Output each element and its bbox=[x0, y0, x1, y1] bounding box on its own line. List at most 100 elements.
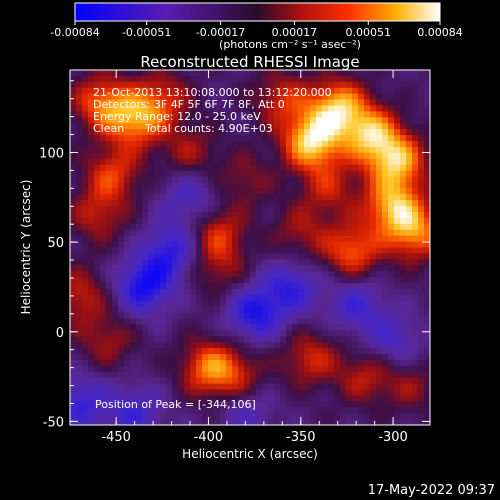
heatmap-cell bbox=[376, 194, 383, 201]
heatmap-cell bbox=[82, 300, 89, 308]
heatmap-cell bbox=[292, 371, 299, 379]
heatmap-cell bbox=[376, 359, 383, 367]
heatmap-cell bbox=[112, 111, 119, 118]
heatmap-cell bbox=[268, 330, 275, 337]
heatmap-cell bbox=[334, 105, 341, 112]
heatmap-cell bbox=[178, 217, 185, 225]
heatmap-cell bbox=[202, 419, 209, 425]
heatmap-cell bbox=[292, 129, 299, 136]
heatmap-cell bbox=[190, 70, 197, 77]
heatmap-cell bbox=[196, 253, 203, 260]
heatmap-cell bbox=[262, 407, 269, 414]
heatmap-cell bbox=[154, 87, 161, 95]
heatmap-cell bbox=[154, 259, 161, 266]
heatmap-cell bbox=[202, 371, 209, 379]
heatmap-cell bbox=[100, 235, 107, 242]
heatmap-cell bbox=[370, 300, 377, 308]
heatmap-cell bbox=[298, 330, 305, 337]
heatmap-cell bbox=[118, 354, 125, 361]
heatmap-cell bbox=[244, 419, 251, 425]
heatmap-cell bbox=[268, 111, 275, 118]
heatmap-cell bbox=[418, 413, 425, 420]
heatmap-cell bbox=[82, 371, 89, 379]
heatmap-cell bbox=[106, 247, 113, 254]
heatmap-cell bbox=[328, 336, 335, 343]
heatmap-cell bbox=[136, 164, 143, 171]
heatmap-cell bbox=[328, 176, 335, 183]
heatmap-cell bbox=[310, 123, 317, 130]
heatmap-cell bbox=[142, 359, 149, 367]
heatmap-cell bbox=[148, 259, 155, 266]
heatmap-cell bbox=[256, 259, 263, 266]
heatmap-cell bbox=[286, 318, 293, 325]
heatmap-cell bbox=[130, 277, 137, 284]
heatmap-cell bbox=[376, 247, 383, 254]
heatmap-cell bbox=[232, 277, 239, 284]
heatmap-cell bbox=[232, 330, 239, 337]
heatmap-cell bbox=[364, 99, 371, 106]
heatmap-cell bbox=[310, 294, 317, 302]
heatmap-cell bbox=[208, 176, 215, 183]
heatmap-cell bbox=[244, 146, 251, 154]
heatmap-cell bbox=[226, 212, 233, 219]
heatmap-cell bbox=[328, 247, 335, 254]
heatmap-cell bbox=[322, 265, 329, 272]
heatmap-cell bbox=[142, 271, 149, 278]
heatmap-cell bbox=[232, 111, 239, 118]
heatmap-cell bbox=[112, 206, 119, 213]
heatmap-cell bbox=[316, 342, 323, 349]
heatmap-cell bbox=[394, 182, 401, 189]
heatmap-cell bbox=[310, 318, 317, 325]
heatmap-cell bbox=[220, 194, 227, 201]
heatmap-cell bbox=[328, 164, 335, 171]
heatmap-cell bbox=[100, 93, 107, 100]
heatmap-cell bbox=[136, 206, 143, 213]
heatmap-cell bbox=[424, 111, 430, 118]
heatmap-cell bbox=[82, 206, 89, 213]
heatmap-cell bbox=[238, 413, 245, 420]
heatmap-cell bbox=[172, 200, 179, 207]
heatmap-cell bbox=[190, 288, 197, 296]
heatmap-cell bbox=[376, 111, 383, 118]
heatmap-cell bbox=[406, 164, 413, 171]
heatmap-cell bbox=[286, 87, 293, 95]
heatmap-cell bbox=[370, 265, 377, 272]
heatmap-cell bbox=[232, 229, 239, 237]
heatmap-cell bbox=[418, 135, 425, 142]
heatmap-cell bbox=[118, 395, 125, 402]
heatmap-cell bbox=[118, 371, 125, 379]
heatmap-cell bbox=[148, 206, 155, 213]
heatmap-cell bbox=[136, 413, 143, 420]
heatmap-cell bbox=[178, 111, 185, 118]
heatmap-cell bbox=[112, 170, 119, 177]
heatmap-cell bbox=[208, 105, 215, 112]
heatmap-cell bbox=[352, 117, 359, 124]
heatmap-cell bbox=[154, 265, 161, 272]
heatmap-cell bbox=[190, 253, 197, 260]
heatmap-cell bbox=[184, 152, 191, 160]
heatmap-cell bbox=[394, 170, 401, 177]
heatmap-cell bbox=[292, 277, 299, 284]
heatmap-cell bbox=[394, 111, 401, 118]
heatmap-cell bbox=[328, 123, 335, 130]
heatmap-cell bbox=[406, 283, 413, 290]
heatmap-cell bbox=[118, 135, 125, 142]
heatmap-cell bbox=[376, 223, 383, 231]
heatmap-cell bbox=[382, 306, 389, 313]
heatmap-cell bbox=[154, 217, 161, 225]
heatmap-cell bbox=[418, 247, 425, 254]
heatmap-cell bbox=[202, 188, 209, 195]
heatmap-cell bbox=[220, 241, 227, 248]
heatmap-cell bbox=[382, 135, 389, 142]
heatmap-cell bbox=[232, 87, 239, 95]
heatmap-cell bbox=[184, 354, 191, 361]
heatmap-cell bbox=[238, 188, 245, 195]
heatmap-cell bbox=[166, 81, 173, 89]
heatmap-cell bbox=[316, 164, 323, 171]
heatmap-cell bbox=[184, 247, 191, 254]
heatmap-cell bbox=[280, 419, 287, 425]
heatmap-cell bbox=[220, 99, 227, 106]
heatmap-cell bbox=[262, 271, 269, 278]
heatmap-cell bbox=[94, 354, 101, 361]
heatmap-cell bbox=[382, 283, 389, 290]
